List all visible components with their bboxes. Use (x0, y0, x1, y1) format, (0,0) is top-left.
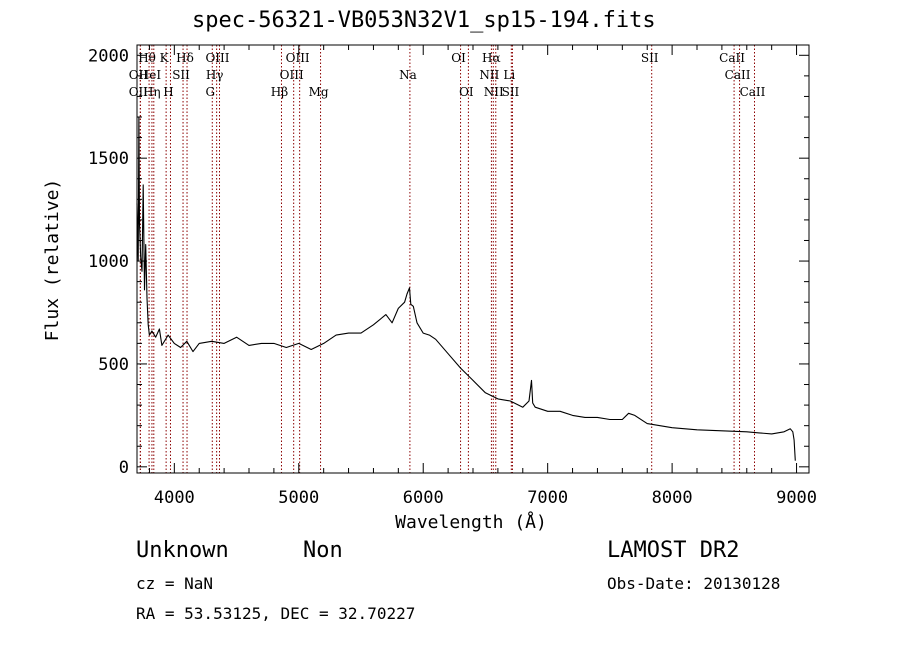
ra-dec: RA = 53.53125, DEC = 32.70227 (136, 604, 416, 623)
spectral-line-label: Hη (143, 85, 161, 99)
spectral-line-label: G (205, 85, 215, 99)
x-tick-label: 5000 (278, 488, 319, 508)
spectral-line-label: Hα (482, 51, 501, 65)
spectral-line-label: Na (399, 68, 417, 82)
x-tick-label: 6000 (403, 488, 444, 508)
spectral-line-label: NII (484, 85, 504, 99)
redshift-cz: cz = NaN (136, 574, 214, 593)
spectral-line-label: Hθ (138, 51, 156, 65)
spectral-line-label: CaII (719, 51, 745, 65)
spectral-line-label: OIII (286, 51, 310, 65)
plot-frame (136, 44, 810, 474)
x-tick-label: 7000 (527, 488, 568, 508)
spectral-line-label: Hδ (176, 51, 194, 65)
x-axis-label: Wavelength (Å) (395, 511, 547, 533)
x-tick-label: 9000 (776, 488, 817, 508)
y-tick-label: 0 (119, 458, 129, 478)
spectral-line-label: SII (641, 51, 659, 65)
spectrum-series-line (136, 116, 796, 461)
spectral-line-label: Hβ (271, 85, 288, 99)
spectral-line-label: NII (479, 68, 499, 82)
spectral-line-label: OII (129, 85, 149, 99)
spectral-line-label: OI (459, 85, 474, 99)
spectral-line-label: OI (451, 51, 466, 65)
spectral-line-label: Hγ (206, 68, 224, 82)
spectral-line-label: Li (503, 68, 515, 82)
chart-title: spec-56321-VB053N32V1_sp15-194.fits (192, 8, 656, 33)
spectral-line-label: OIII (205, 51, 229, 65)
object-class: Unknown (136, 538, 229, 563)
spectral-line-label: K (160, 51, 170, 65)
spectral-line-label: CaII (740, 85, 766, 99)
y-tick-label: 2000 (88, 46, 129, 66)
object-subclass: Non (303, 538, 343, 563)
spectral-line-label: Mg (309, 85, 329, 99)
y-tick-label: 1500 (88, 149, 129, 169)
obs-date: Obs-Date: 20130128 (607, 574, 781, 593)
survey-name: LAMOST DR2 (607, 538, 740, 563)
spectral-line-label: H (163, 85, 173, 99)
y-axis-label: Flux (relative) (42, 179, 63, 342)
x-tick-label: 4000 (154, 488, 195, 508)
spectral-line-label: OII (129, 68, 149, 82)
spectral-line-label: OIII (280, 68, 304, 82)
y-tick-label: 500 (98, 355, 129, 375)
spectral-line-label: SII (172, 68, 190, 82)
spectral-line-label: SII (502, 85, 520, 99)
spectral-line-label: CaII (725, 68, 751, 82)
x-tick-label: 8000 (652, 488, 693, 508)
y-tick-label: 1000 (88, 252, 129, 272)
spectral-line-label: HeI (139, 68, 162, 82)
